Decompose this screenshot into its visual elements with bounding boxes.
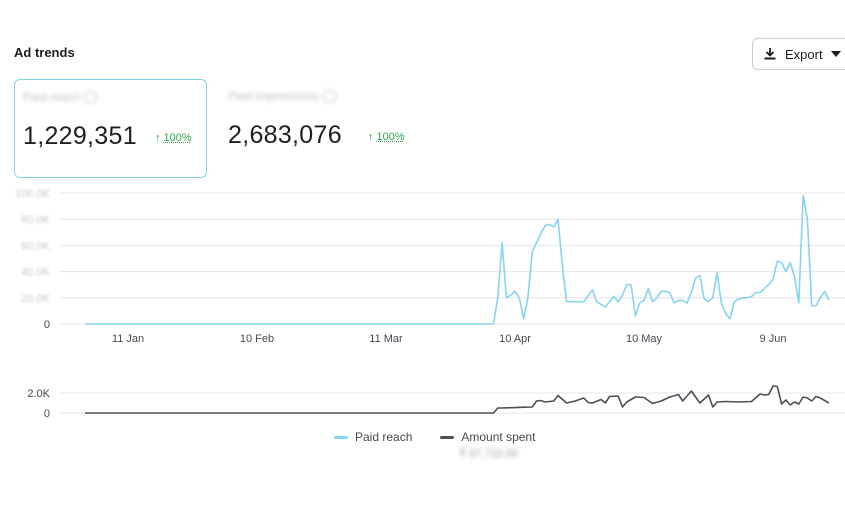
export-label: Export bbox=[785, 46, 823, 62]
metric-delta: ↑ 100% bbox=[368, 131, 405, 143]
y-tick-label: 60.0K bbox=[21, 240, 50, 252]
y-tick-label: 2.0K bbox=[27, 388, 50, 400]
metric-delta: ↑ 100% bbox=[155, 132, 192, 144]
download-icon bbox=[764, 48, 776, 60]
y-tick-label: 0 bbox=[44, 408, 50, 420]
metric-delta-value: 100% bbox=[163, 132, 192, 144]
legend-swatch bbox=[334, 435, 348, 439]
caret-down-icon bbox=[830, 51, 841, 57]
trend-chart: 0 20.0K 40.0K 60.0K 80.0K 100.0K 11 Jan 10 Feb 1… bbox=[15, 188, 845, 420]
metric-card-paid-reach[interactable]: Paid reach 1,229,351 ↑ 100% bbox=[14, 79, 207, 178]
x-tick-label: 11 Jan bbox=[112, 333, 144, 345]
metric-card-paid-impressions[interactable]: Paid impressions 2,683,076 ↑ 100% bbox=[220, 79, 420, 178]
export-button[interactable]: Export bbox=[752, 38, 845, 70]
amount-spent-total: ₹ 97,722.00 bbox=[459, 448, 518, 460]
metric-delta-value: 100% bbox=[376, 131, 405, 143]
y-tick-label: 80.0K bbox=[21, 214, 50, 226]
chart-legend: Paid reach Amount spent bbox=[334, 430, 563, 444]
y-tick-label: 0 bbox=[44, 319, 50, 331]
metric-value: 2,683,076 bbox=[228, 121, 342, 149]
series-line-paid-reach bbox=[85, 194, 830, 325]
x-tick-label: 10 Apr bbox=[499, 333, 531, 345]
arrow-up-icon: ↑ bbox=[155, 132, 161, 144]
info-icon bbox=[323, 90, 337, 104]
x-tick-label: 9 Jun bbox=[760, 333, 787, 345]
arrow-up-icon: ↑ bbox=[368, 131, 374, 143]
page-title: Ad trends bbox=[14, 45, 75, 60]
legend-label: Paid reach bbox=[355, 430, 413, 444]
legend-label: Amount spent bbox=[461, 430, 536, 444]
y-tick-label: 40.0K bbox=[21, 267, 50, 279]
y-tick-label: 100.0K bbox=[15, 188, 51, 200]
y-tick-label: 20.0K bbox=[21, 293, 50, 305]
metric-label: Paid impressions bbox=[228, 89, 320, 103]
legend-item-paid-reach[interactable]: Paid reach bbox=[334, 430, 412, 444]
x-tick-label: 10 Feb bbox=[240, 333, 274, 345]
legend-item-amount-spent[interactable]: Amount spent bbox=[440, 430, 535, 444]
metric-value: 1,229,351 bbox=[23, 122, 137, 150]
legend-swatch bbox=[440, 435, 455, 439]
info-icon bbox=[84, 91, 98, 105]
x-tick-label: 10 May bbox=[626, 333, 663, 345]
series-line-amount-spent bbox=[85, 385, 830, 414]
metric-label: Paid reach bbox=[23, 90, 81, 104]
x-tick-label: 11 Mar bbox=[369, 333, 403, 345]
